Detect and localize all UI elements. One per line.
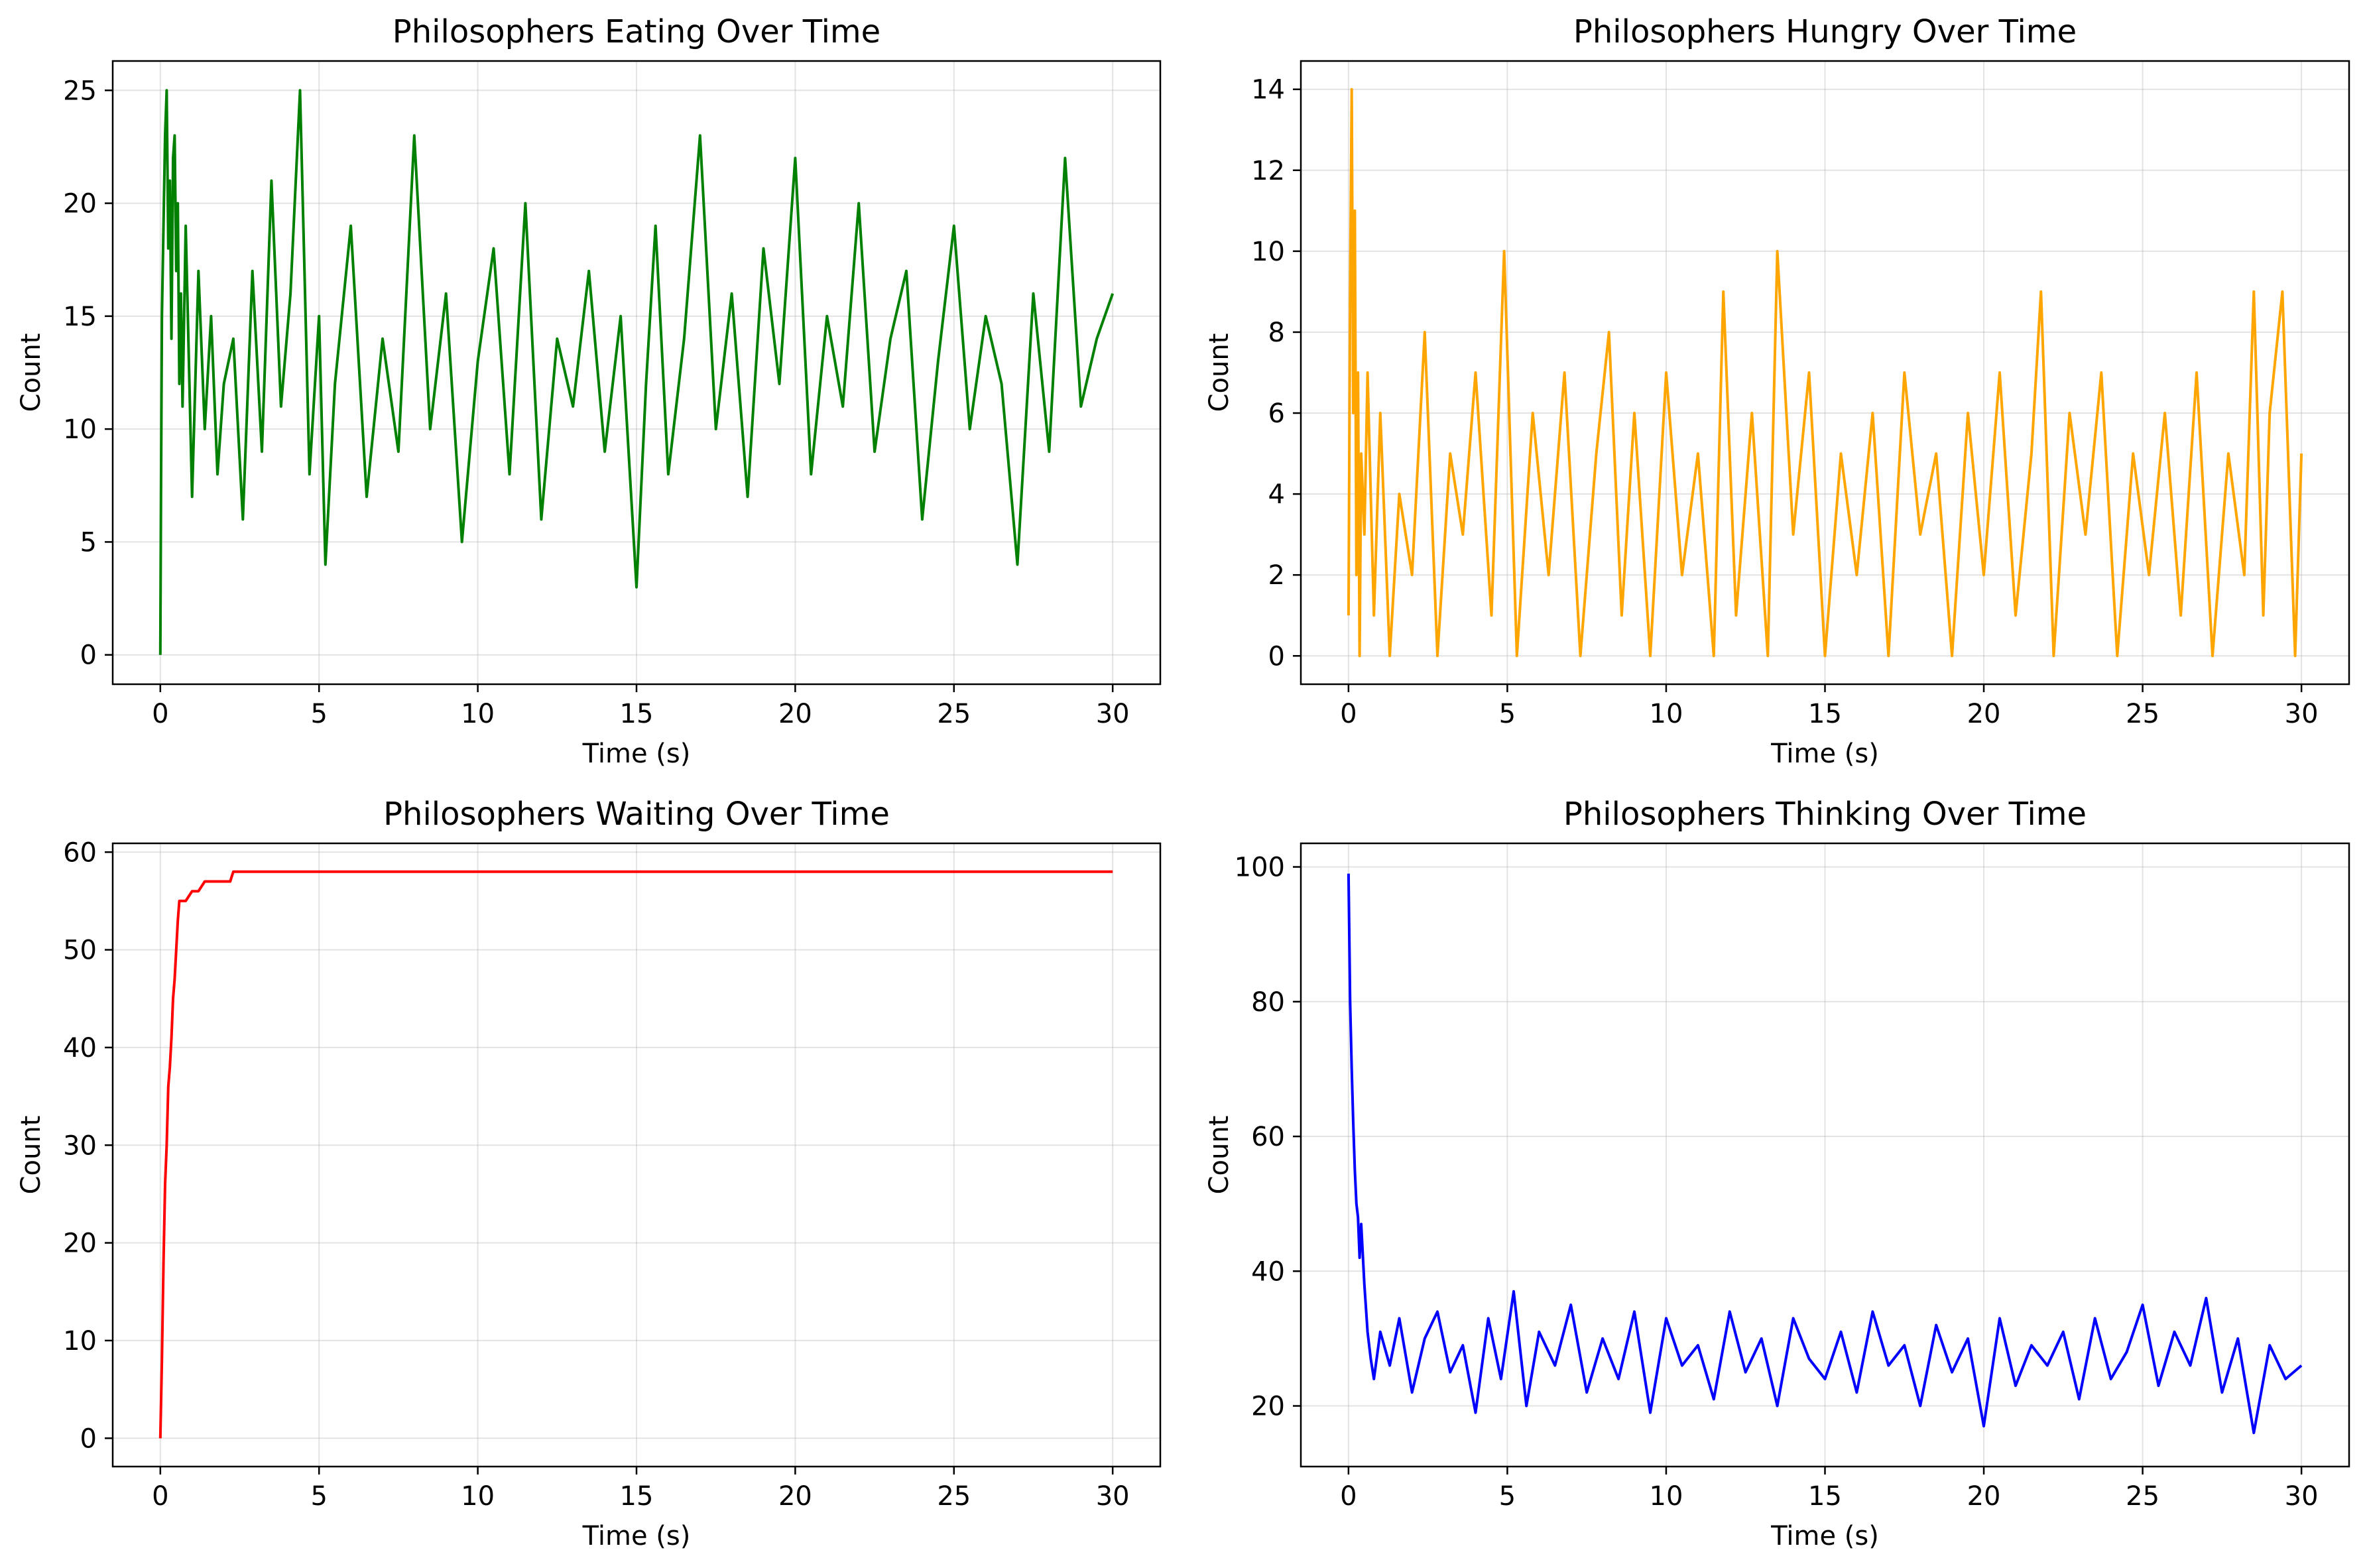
x-tick-label: 0 bbox=[1340, 1481, 1357, 1512]
x-tick-label: 10 bbox=[461, 1481, 495, 1512]
x-tick-label: 20 bbox=[778, 699, 812, 729]
series-line bbox=[1347, 873, 2303, 1435]
subplot-1: 0 5 10 15 20 25 30 0 5 10 15 20 25 Philosophers Eatin… bbox=[16, 13, 1162, 769]
x-axis-label: Time (s) bbox=[1770, 1521, 1879, 1551]
y-tick-label: 15 bbox=[63, 302, 97, 332]
x-tick-label: 15 bbox=[620, 699, 654, 729]
x-tick-label: 0 bbox=[1340, 699, 1357, 729]
y-tick-label: 20 bbox=[1251, 1392, 1285, 1422]
y-tick-label: 4 bbox=[1268, 479, 1285, 510]
y-tick-label: 10 bbox=[1251, 237, 1285, 267]
chart-title: Philosophers Thinking Over Time bbox=[1563, 796, 2087, 833]
x-tick-label: 5 bbox=[310, 699, 327, 729]
y-tick-label: 10 bbox=[63, 1326, 97, 1357]
x-tick-label: 5 bbox=[310, 1481, 327, 1512]
chart-title: Philosophers Waiting Over Time bbox=[383, 796, 890, 833]
y-tick-label: 2 bbox=[1268, 560, 1285, 591]
y-tick-label: 20 bbox=[63, 1229, 97, 1259]
y-tick-label: 12 bbox=[1251, 156, 1285, 186]
x-tick-label: 5 bbox=[1499, 699, 1516, 729]
x-tick-label: 0 bbox=[152, 699, 168, 729]
y-tick-label: 50 bbox=[63, 935, 97, 966]
x-tick-label: 25 bbox=[2126, 1481, 2159, 1512]
series-line bbox=[158, 870, 1113, 1439]
y-tick-label: 100 bbox=[1235, 853, 1285, 883]
chart-title: Philosophers Eating Over Time bbox=[393, 13, 880, 50]
x-tick-label: 0 bbox=[152, 1481, 168, 1512]
chart-title: Philosophers Hungry Over Time bbox=[1573, 13, 2077, 50]
x-tick-label: 10 bbox=[1650, 699, 1683, 729]
series-line bbox=[158, 89, 1115, 655]
x-tick-label: 25 bbox=[937, 1481, 971, 1512]
x-tick-label: 30 bbox=[2285, 699, 2319, 729]
y-tick-label: 0 bbox=[80, 640, 97, 671]
x-tick-label: 30 bbox=[2285, 1481, 2319, 1512]
x-tick-label: 20 bbox=[1967, 699, 2001, 729]
x-tick-label: 30 bbox=[1096, 1481, 1130, 1512]
x-tick-label: 20 bbox=[1967, 1481, 2001, 1512]
y-tick-label: 80 bbox=[1251, 987, 1285, 1018]
y-tick-label: 14 bbox=[1251, 75, 1285, 105]
y-tick-label: 0 bbox=[80, 1423, 97, 1454]
y-tick-label: 30 bbox=[63, 1130, 97, 1161]
x-tick-label: 10 bbox=[461, 699, 495, 729]
x-axis-label: Time (s) bbox=[582, 1521, 691, 1551]
subplot-3: 0 5 10 15 20 25 30 0 10 20 30 40 50 60 Philosophers Wa… bbox=[16, 796, 1162, 1551]
y-tick-label: 6 bbox=[1268, 398, 1285, 429]
y-tick-label: 25 bbox=[63, 76, 97, 106]
y-tick-label: 60 bbox=[63, 837, 97, 868]
y-tick-label: 8 bbox=[1268, 318, 1285, 348]
y-tick-label: 60 bbox=[1251, 1122, 1285, 1152]
series-line bbox=[1347, 88, 2303, 658]
y-tick-label: 5 bbox=[80, 527, 97, 558]
x-tick-label: 15 bbox=[620, 1481, 654, 1512]
subplot-4: 0 5 10 15 20 25 30 20 40 60 80 100 Philosophers Thin… bbox=[1204, 796, 2350, 1551]
x-axis-label: Time (s) bbox=[1770, 739, 1879, 769]
x-tick-label: 20 bbox=[778, 1481, 812, 1512]
y-axis-label: Count bbox=[1204, 333, 1235, 412]
y-tick-label: 20 bbox=[63, 189, 97, 219]
x-tick-label: 15 bbox=[1808, 1481, 1842, 1512]
y-axis-label: Count bbox=[1204, 1116, 1235, 1195]
x-tick-label: 15 bbox=[1808, 699, 1842, 729]
y-axis-label: Count bbox=[16, 333, 46, 412]
y-tick-label: 40 bbox=[63, 1033, 97, 1063]
subplot-2: 0 5 10 15 20 25 30 0 2 4 6 8 10 12 14 Philosophers Hung… bbox=[1204, 13, 2350, 769]
x-tick-label: 25 bbox=[2126, 699, 2159, 729]
y-axis-label: Count bbox=[16, 1116, 46, 1195]
y-tick-label: 10 bbox=[63, 414, 97, 445]
x-tick-label: 25 bbox=[937, 699, 971, 729]
x-tick-label: 30 bbox=[1096, 699, 1130, 729]
x-tick-label: 10 bbox=[1650, 1481, 1683, 1512]
y-tick-label: 0 bbox=[1268, 641, 1285, 672]
x-tick-label: 5 bbox=[1499, 1481, 1516, 1512]
x-axis-label: Time (s) bbox=[582, 739, 691, 769]
y-tick-label: 40 bbox=[1251, 1256, 1285, 1287]
